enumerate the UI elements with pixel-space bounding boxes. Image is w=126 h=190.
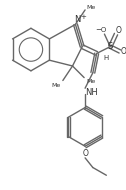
Text: −O: −O — [95, 27, 106, 33]
Text: NH: NH — [85, 88, 98, 97]
Text: O: O — [121, 47, 126, 56]
Text: N: N — [74, 15, 81, 24]
Text: O: O — [116, 26, 122, 35]
Text: Me: Me — [86, 5, 96, 10]
Text: +: + — [80, 14, 86, 20]
Text: H: H — [104, 55, 109, 61]
Text: O: O — [82, 150, 88, 158]
Text: Me: Me — [86, 79, 96, 84]
Text: S: S — [108, 42, 113, 51]
Text: Me: Me — [51, 83, 61, 88]
